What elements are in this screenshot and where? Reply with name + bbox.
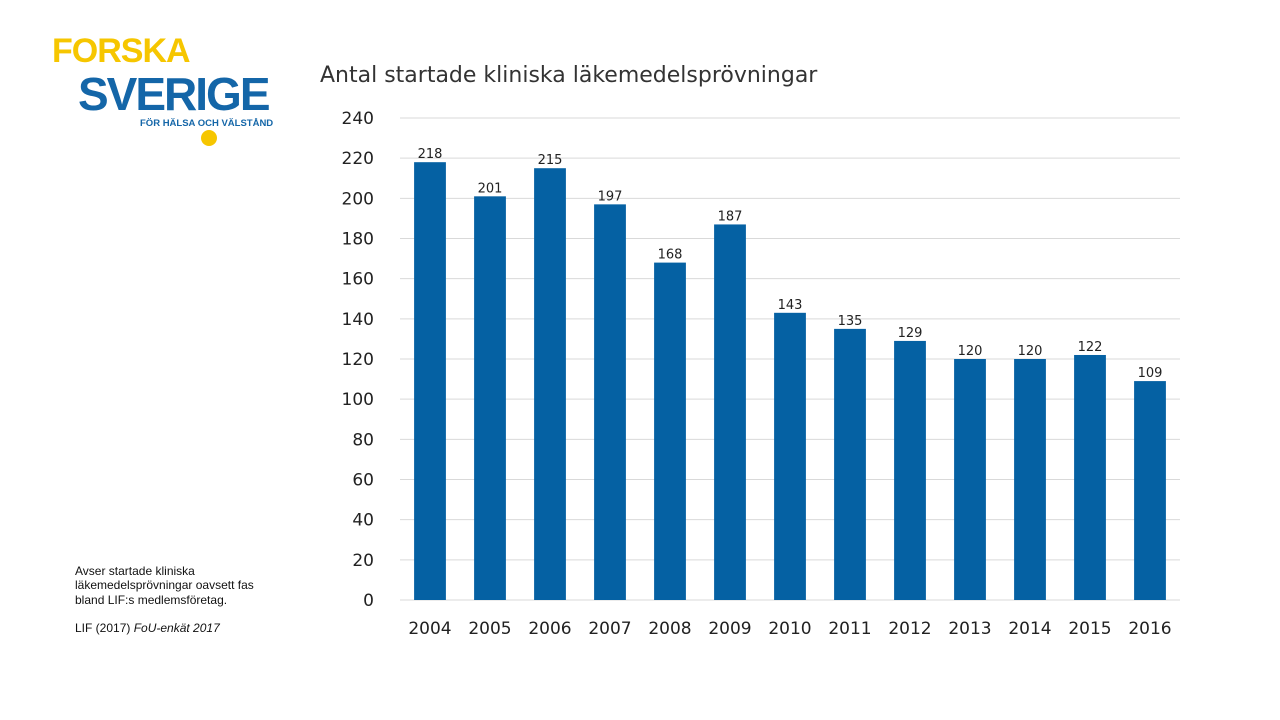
y-tick-label: 0 — [363, 591, 374, 611]
bar-2010 — [774, 312, 806, 600]
bar-2007 — [594, 204, 626, 600]
x-tick-label: 2006 — [528, 619, 571, 639]
x-tick-label: 2016 — [1128, 619, 1171, 639]
y-tick-label: 60 — [352, 471, 374, 491]
x-tick-label: 2004 — [408, 619, 451, 639]
x-tick-label: 2007 — [588, 619, 631, 639]
y-tick-label: 180 — [342, 230, 374, 250]
footnote-source: LIF (2017) FoU-enkät 2017 — [75, 621, 275, 635]
bar-2016 — [1134, 381, 1166, 600]
bar-2006 — [534, 168, 566, 600]
logo-text-sverige: SVERIGE — [78, 68, 269, 120]
bar-2011 — [834, 328, 866, 600]
data-label-2010: 143 — [778, 298, 803, 313]
data-label-2014: 120 — [1018, 344, 1043, 359]
data-label-2009: 187 — [718, 209, 743, 224]
x-tick-label: 2012 — [888, 619, 931, 639]
logo-yellow-dot — [201, 130, 217, 146]
bar-2013 — [954, 359, 986, 600]
logo-text-forska: FORSKA — [52, 32, 190, 70]
source-prefix: LIF (2017) — [75, 621, 131, 636]
data-label-2004: 218 — [418, 147, 443, 162]
data-labels: 218 201 215 197 168 187 143 135 129 120 120 122 109 — [418, 147, 1163, 381]
source-title: FoU-enkät 2017 — [133, 621, 220, 636]
x-tick-label: 2009 — [708, 619, 751, 639]
data-label-2013: 120 — [958, 344, 983, 359]
x-tick-label: 2008 — [648, 619, 691, 639]
data-label-2007: 197 — [598, 189, 623, 204]
chart-title: Antal startade kliniska läkemedelsprövni… — [320, 63, 818, 88]
bar-2009 — [714, 224, 746, 601]
y-tick-label: 100 — [342, 390, 374, 410]
bar-2014 — [1014, 359, 1046, 600]
footnote-text: Avser startade kliniska läkemedelsprövni… — [75, 564, 254, 607]
y-tick-label: 200 — [342, 189, 374, 209]
data-label-2012: 129 — [898, 326, 923, 341]
footnote: Avser startade kliniska läkemedelsprövni… — [75, 564, 275, 636]
y-tick-label: 160 — [342, 270, 374, 290]
x-tick-label: 2015 — [1068, 619, 1111, 639]
data-label-2011: 135 — [838, 314, 863, 329]
y-axis: 0 20 40 60 80 100 120 140 160 180 200 220 240 — [342, 109, 374, 611]
data-label-2016: 109 — [1138, 366, 1163, 381]
y-tick-label: 80 — [352, 430, 374, 450]
logo-tagline: FÖR HÄLSA OCH VÄLSTÅND — [140, 118, 273, 129]
bar-chart: Antal startade kliniska läkemedelsprövni… — [320, 63, 1180, 639]
y-tick-label: 240 — [342, 109, 374, 129]
x-tick-label: 2011 — [828, 619, 871, 639]
y-tick-label: 20 — [352, 551, 374, 571]
y-tick-label: 40 — [352, 511, 374, 531]
bar-2012 — [894, 340, 926, 600]
data-label-2005: 201 — [478, 181, 503, 196]
x-tick-label: 2005 — [468, 619, 511, 639]
y-tick-label: 220 — [342, 149, 374, 169]
bar-2008 — [654, 262, 686, 600]
data-label-2008: 168 — [658, 248, 683, 263]
bar-2004 — [414, 162, 446, 600]
x-axis: 2004 2005 2006 2007 2008 2009 2010 2011 2012 2013… — [408, 619, 1171, 639]
bar-2005 — [474, 196, 506, 600]
x-tick-label: 2010 — [768, 619, 811, 639]
data-label-2015: 122 — [1078, 340, 1103, 355]
y-tick-label: 120 — [342, 350, 374, 370]
data-label-2006: 215 — [538, 153, 563, 168]
x-tick-label: 2013 — [948, 619, 991, 639]
x-tick-label: 2014 — [1008, 619, 1051, 639]
forska-sverige-logo: FORSKA SVERIGE FÖR HÄLSA OCH VÄLSTÅND — [52, 32, 273, 146]
chart-bars — [414, 162, 1166, 601]
y-tick-label: 140 — [342, 310, 374, 330]
bar-2015 — [1074, 354, 1106, 600]
